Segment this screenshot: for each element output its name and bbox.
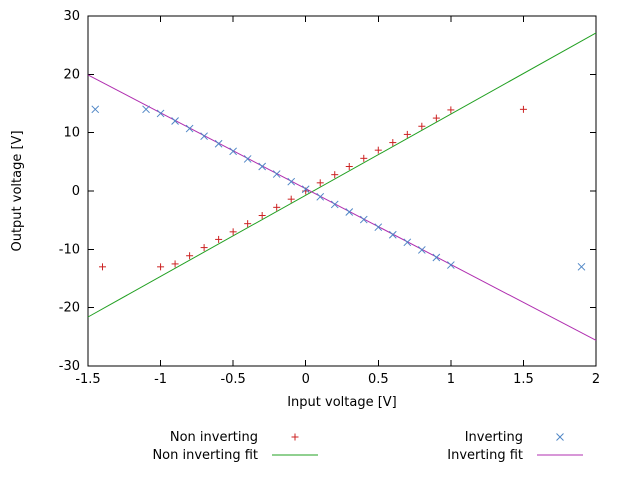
data-point	[156, 109, 165, 118]
y-tick-label: -10	[59, 242, 80, 257]
legend-label-non-inverting: Non inverting	[170, 430, 258, 445]
data-point	[432, 253, 441, 262]
data-point	[287, 195, 295, 203]
data-point	[403, 130, 411, 138]
data-point	[200, 132, 208, 141]
data-point	[258, 162, 267, 171]
data-point	[360, 154, 368, 162]
y-tick-label: 30	[63, 9, 80, 24]
data-point	[316, 192, 325, 201]
data-point	[91, 105, 100, 114]
series-inverting-fit	[87, 74, 597, 341]
data-point	[418, 122, 426, 130]
data-point	[229, 228, 237, 236]
data-point	[403, 238, 412, 247]
data-point	[389, 139, 397, 147]
data-point	[273, 203, 281, 211]
legend-label-inverting-fit: Inverting fit	[447, 448, 523, 463]
series-layer	[87, 32, 597, 341]
data-point	[214, 139, 223, 148]
x-tick-label: 2	[592, 372, 600, 387]
y-tick-label: 10	[63, 126, 80, 141]
data-point	[388, 230, 397, 239]
data-point	[142, 105, 150, 114]
data-point	[272, 170, 281, 178]
data-point	[157, 263, 165, 271]
x-tick-label: 0	[302, 372, 310, 387]
legend-sample-non-inverting	[291, 433, 299, 441]
y-tick-label: -30	[59, 359, 80, 374]
data-point	[577, 262, 586, 271]
y-axis-label: Output voltage [V]	[10, 130, 25, 251]
y-tick-label: 20	[63, 67, 80, 82]
data-point	[287, 177, 296, 186]
data-point	[359, 215, 368, 224]
data-point	[200, 244, 208, 252]
data-point	[244, 220, 252, 228]
data-point	[171, 117, 179, 125]
x-tick-label: -0.5	[220, 372, 245, 387]
x-tick-label: -1	[154, 372, 167, 387]
x-axis-label: Input voltage [V]	[287, 395, 397, 410]
data-point	[215, 235, 223, 243]
data-point	[301, 185, 310, 194]
data-point	[519, 105, 527, 113]
legend-label-inverting: Inverting	[465, 430, 523, 445]
data-point	[417, 246, 426, 254]
legend-layer: Non inverting Inverting Non inverting fit I…	[152, 430, 583, 463]
data-point	[316, 179, 324, 187]
data-point	[447, 106, 455, 114]
legend-label-non-inverting-fit: Non inverting fit	[152, 448, 258, 463]
data-point	[447, 261, 455, 269]
x-tick-label: -1.5	[75, 372, 100, 387]
legend-sample-inverting	[556, 433, 564, 441]
data-point	[345, 208, 354, 216]
data-point	[432, 114, 440, 122]
data-point	[186, 252, 194, 260]
y-tick-label: 0	[72, 184, 80, 199]
series-non-inverting	[99, 105, 527, 271]
series-non-inverting-fit	[87, 32, 597, 318]
data-point	[374, 223, 383, 232]
data-point	[243, 155, 252, 163]
series-inverting	[91, 105, 586, 271]
data-point	[374, 146, 382, 154]
data-point	[331, 171, 339, 179]
x-tick-label: 1.5	[513, 372, 534, 387]
axes-layer: -1.5 -1 -0.5 0 0.5 1 1.5 2 -30 -20 -10 0 10 20 30	[59, 9, 600, 387]
x-tick-label: 0.5	[368, 372, 389, 387]
y-tick-label: -20	[59, 301, 80, 316]
data-point	[330, 200, 339, 209]
data-point	[258, 212, 266, 219]
data-point	[171, 260, 179, 268]
data-point	[345, 163, 353, 170]
plot-border	[87, 15, 597, 367]
data-point	[99, 263, 107, 271]
data-point	[185, 124, 194, 133]
x-tick-label: 1	[447, 372, 455, 387]
data-point	[229, 147, 237, 156]
